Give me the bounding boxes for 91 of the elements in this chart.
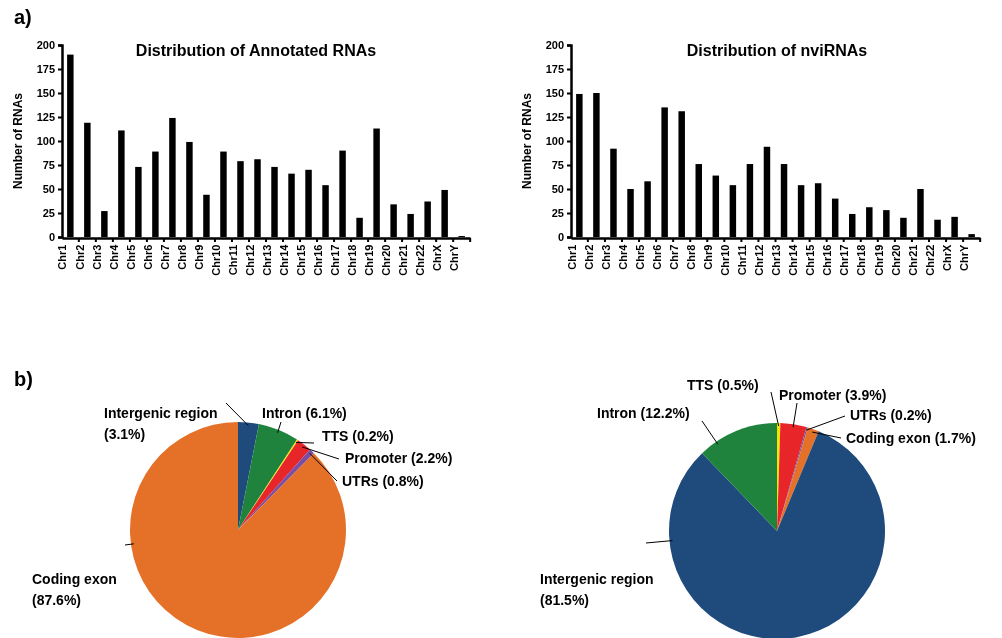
x-tick-label: Chr1: [56, 244, 69, 270]
x-tick-label: Chr12: [243, 244, 256, 276]
y-tick-label: 150: [545, 87, 564, 100]
x-tick-label: Chr17: [838, 244, 851, 276]
x-tick-label: Chr5: [633, 244, 646, 270]
y-tick-label: 75: [551, 159, 564, 172]
x-tick-label: Chr10: [209, 244, 222, 276]
x-tick-label: Chr22: [413, 244, 426, 276]
x-tick-label: Chr17: [328, 244, 341, 276]
x-tick-label: ChrY: [447, 243, 460, 271]
x-tick-label: Chr9: [701, 244, 714, 270]
x-tick-label: Chr2: [73, 244, 86, 270]
y-axis-title: Number of RNAs: [11, 92, 25, 190]
x-tick-label: Chr14: [277, 243, 290, 276]
slice-label: UTRs (0.2%): [850, 407, 932, 423]
x-tick-label: Chr8: [175, 244, 188, 270]
x-tick-label: Chr6: [650, 244, 663, 270]
slice-label: TTS (0.2%): [322, 428, 394, 444]
x-tick-label: Chr14: [787, 243, 800, 276]
y-tick-label: 175: [545, 63, 564, 76]
x-tick-label: Chr5: [124, 244, 137, 270]
text: b): [14, 368, 33, 390]
y-tick-label: 100: [545, 135, 564, 148]
x-tick-label: Chr8: [684, 244, 697, 270]
x-tick-label: Chr15: [804, 244, 817, 276]
y-tick-label: 100: [36, 135, 55, 148]
slice-label: Intron (12.2%): [597, 405, 690, 421]
slice-label: Coding exon: [32, 571, 117, 587]
y-tick-label: 175: [36, 63, 55, 76]
y-tick-label: 50: [551, 183, 564, 196]
slice-label: TTS (0.5%): [687, 377, 759, 393]
y-tick-label: 75: [42, 159, 55, 172]
x-tick-label: Chr21: [906, 244, 919, 276]
data-label: (81.5%): [540, 592, 590, 608]
y-tick-label: 125: [545, 111, 564, 124]
y-tick-label: 125: [36, 111, 55, 124]
text: a): [14, 6, 32, 28]
slice-label: Intergenic region: [540, 571, 654, 587]
x-tick-label: Chr2: [582, 244, 595, 270]
data-label: (87.6%): [32, 592, 82, 608]
x-tick-label: Chr21: [396, 244, 409, 276]
x-tick-label: Chr20: [889, 244, 902, 276]
slice-label: Intergenic region: [104, 405, 218, 421]
y-axis-title: Number of RNAs: [520, 92, 534, 190]
x-tick-label: Chr11: [226, 244, 239, 276]
y-tick-label: 150: [36, 87, 55, 100]
x-tick-label: Chr11: [736, 244, 749, 276]
chart-title: Distribution of Annotated RNAs: [135, 42, 377, 59]
x-tick-label: Chr7: [158, 244, 171, 270]
y-tick-label: 25: [42, 207, 55, 220]
x-tick-label: Chr4: [107, 243, 120, 270]
x-tick-label: Chr4: [616, 243, 629, 270]
x-tick-label: Chr18: [345, 244, 358, 276]
x-tick-label: Chr10: [719, 244, 732, 276]
x-tick-label: Chr22: [923, 244, 936, 276]
pie-slice: [702, 423, 777, 531]
slice-label: Coding exon (1.7%): [846, 430, 976, 446]
x-tick-label: ChrY: [957, 243, 970, 271]
slice-label: Intron (6.1%): [262, 405, 347, 421]
pie-slice: [777, 427, 819, 531]
data-label: (3.1%): [104, 426, 146, 442]
y-tick-label: 50: [42, 183, 55, 196]
chart-title: Distribution of nviRNAs: [686, 42, 868, 59]
x-tick-label: Chr16: [311, 244, 324, 276]
x-tick-label: Chr7: [667, 244, 680, 270]
x-tick-label: Chr20: [379, 244, 392, 276]
x-tick-label: Chr19: [872, 244, 885, 276]
y-tick-label: 0: [557, 231, 564, 244]
x-tick-label: ChrX: [940, 243, 953, 271]
x-tick-label: Chr16: [821, 244, 834, 276]
y-tick-label: 25: [551, 207, 564, 220]
x-tick-label: Chr9: [192, 244, 205, 270]
x-tick-label: Chr3: [90, 244, 103, 270]
slice-label: Promoter (3.9%): [779, 387, 887, 403]
x-tick-label: Chr3: [599, 244, 612, 270]
x-tick-label: Chr19: [362, 244, 375, 276]
x-tick-label: Chr12: [753, 244, 766, 276]
slice-label: Promoter (2.2%): [345, 450, 453, 466]
pie-slice: [238, 424, 298, 530]
x-tick-label: Chr15: [294, 244, 307, 276]
x-tick-label: Chr6: [141, 244, 154, 270]
x-tick-label: Chr1: [565, 244, 578, 270]
y-tick-label: 0: [48, 231, 55, 244]
slice-label: UTRs (0.8%): [342, 473, 424, 489]
x-tick-label: Chr13: [770, 244, 783, 276]
x-tick-label: Chr13: [260, 244, 273, 276]
y-tick-label: 200: [545, 39, 564, 52]
pie-slice: [238, 422, 259, 530]
y-tick-label: 200: [36, 39, 55, 52]
x-tick-label: ChrX: [430, 243, 443, 271]
x-tick-label: Chr18: [855, 244, 868, 276]
